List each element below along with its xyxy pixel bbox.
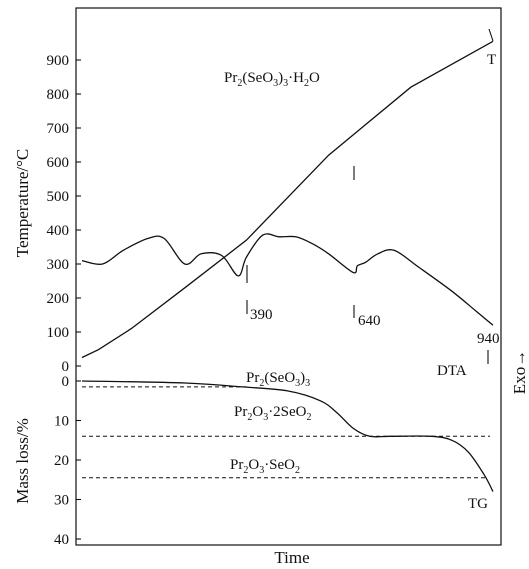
temp-tick-label: 500 xyxy=(47,189,70,205)
annotation-940: 940 xyxy=(477,331,500,347)
temp-tick-label: 800 xyxy=(47,87,70,103)
temp-tick-label: 300 xyxy=(47,257,70,273)
mass-tick-label: 40 xyxy=(54,532,69,548)
annotation-640: 640 xyxy=(358,313,381,329)
annotation-390: 390 xyxy=(250,307,273,323)
mass-tick-label: 30 xyxy=(54,493,69,509)
label-TG: TG xyxy=(468,496,488,512)
mass-tick-label: 20 xyxy=(54,453,69,469)
mass-tick-label: 10 xyxy=(54,414,69,430)
temp-tick-label: 200 xyxy=(47,291,70,307)
mass-tick-label: 0 xyxy=(62,374,70,390)
chart-title: Pr2(SeO3)3·H2O xyxy=(224,70,320,89)
curves xyxy=(81,28,494,492)
x-axis-title: Time xyxy=(274,548,309,567)
mass-axis: 0 10 20 30 40 xyxy=(54,374,81,548)
label-DTA: DTA xyxy=(437,363,467,379)
temp-tick-label: 0 xyxy=(62,359,70,375)
series-tg-line xyxy=(81,380,494,492)
plot-frame xyxy=(75,7,502,546)
temperature-axis: 0 100 200 300 400 500 600 700 800 900 xyxy=(47,53,81,375)
level-label-pr2o3-2seo2: Pr2O3·2SeO2 xyxy=(234,404,312,423)
series-dta-line xyxy=(81,233,494,326)
temp-tick-label: 700 xyxy=(47,121,70,137)
level-label-pr2o3-seo2: Pr2O3·SeO2 xyxy=(230,457,300,476)
temp-tick-label: 400 xyxy=(47,223,70,239)
temp-tick-label: 900 xyxy=(47,53,70,69)
temp-tick-label: 100 xyxy=(47,325,70,341)
y-axis-title-temperature: Temperature/°C xyxy=(13,149,32,258)
label-T: T xyxy=(487,52,496,68)
series-t-line xyxy=(81,40,494,359)
level-label-pr2-seo3-3: Pr2(SeO3)3 xyxy=(246,370,310,389)
exo-label: Exo→ xyxy=(510,350,529,394)
temp-tick-label: 600 xyxy=(47,155,70,171)
y-axis-title-mass: Mass loss/% xyxy=(13,418,32,503)
curve-marker xyxy=(488,28,494,42)
